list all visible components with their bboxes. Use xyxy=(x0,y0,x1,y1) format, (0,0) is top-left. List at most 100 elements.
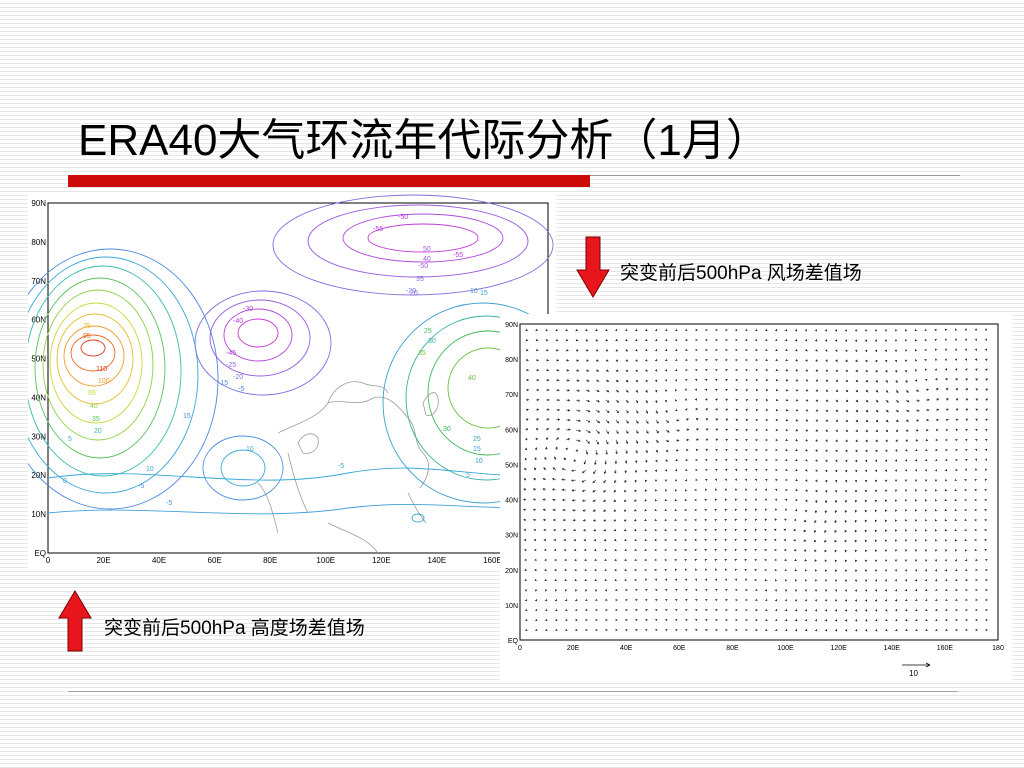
wind-vector xyxy=(765,438,768,442)
wind-vector xyxy=(864,579,868,582)
wind-vector xyxy=(835,459,838,463)
lon-tick-label: 100E xyxy=(316,556,335,565)
wind-vector xyxy=(804,618,808,622)
wind-vector xyxy=(575,449,579,452)
wind-vector xyxy=(674,408,678,411)
wind-vector xyxy=(894,369,898,373)
wind-vector xyxy=(544,608,548,611)
wind-vector xyxy=(615,389,619,393)
wind-vector xyxy=(884,569,888,572)
wind-vector xyxy=(665,429,670,433)
lon-tick-label: 80E xyxy=(726,645,739,652)
wind-vector xyxy=(735,589,738,592)
wind-vector xyxy=(605,439,609,445)
wind-vector xyxy=(936,428,939,432)
wind-vector xyxy=(625,419,629,424)
wind-vector xyxy=(564,568,567,572)
wind-vector xyxy=(532,518,537,522)
wind-vector xyxy=(525,328,528,332)
wind-vector xyxy=(605,338,609,342)
wind-vector xyxy=(695,438,699,442)
wind-vector xyxy=(814,599,817,602)
wind-vector xyxy=(553,528,557,532)
wind-vector xyxy=(545,428,550,431)
wind-vector xyxy=(934,498,938,502)
wind-vector xyxy=(735,348,738,352)
wind-vector xyxy=(624,469,627,474)
wind-vector xyxy=(985,598,988,602)
wind-vector xyxy=(935,438,939,442)
wind-vector xyxy=(565,438,571,441)
wind-vector xyxy=(803,549,807,552)
wind-vector xyxy=(654,389,658,393)
wind-vector xyxy=(775,378,779,382)
wind-vector xyxy=(815,379,819,382)
wind-vector xyxy=(694,528,697,532)
wind-vector xyxy=(914,469,917,472)
wind-vector xyxy=(593,538,597,542)
wind-vector xyxy=(834,609,838,612)
wind-vector xyxy=(774,608,778,612)
wind-vector xyxy=(594,548,597,552)
wind-vector xyxy=(725,378,728,382)
wind-vector xyxy=(585,429,591,433)
wind-vector xyxy=(744,488,748,491)
wind-vector xyxy=(865,629,868,632)
wind-vector xyxy=(854,539,857,543)
wind-vector xyxy=(805,579,808,582)
wind-vector xyxy=(965,578,968,582)
wind-vector xyxy=(844,539,847,543)
wind-vector xyxy=(854,509,858,513)
wind-vector xyxy=(914,598,918,602)
wind-vector xyxy=(865,459,868,463)
wind-vector xyxy=(924,549,928,552)
wind-vector xyxy=(985,378,988,381)
svg-text:-5: -5 xyxy=(338,463,344,470)
wind-vector xyxy=(795,428,799,432)
wind-vector xyxy=(572,528,577,532)
wind-vector xyxy=(725,338,728,342)
wind-vector xyxy=(934,578,938,582)
wind-vector xyxy=(655,449,659,453)
wind-vector xyxy=(633,518,637,522)
wind-vector xyxy=(874,349,878,353)
wind-vector xyxy=(615,608,618,612)
wind-vector xyxy=(635,588,638,592)
wind-vector xyxy=(795,478,798,481)
wind-vector xyxy=(744,508,748,512)
wind-vector xyxy=(645,429,649,434)
wind-vector xyxy=(655,609,658,612)
wind-vector xyxy=(944,549,948,552)
wind-vector xyxy=(745,398,749,402)
wind-vector xyxy=(552,518,556,522)
wind-vector xyxy=(555,348,559,352)
wind-vector xyxy=(814,549,817,552)
wind-vector xyxy=(582,519,587,522)
wind-vector xyxy=(974,468,978,471)
wind-vector xyxy=(705,469,708,472)
wind-vector xyxy=(565,418,571,422)
wind-vector xyxy=(565,618,568,621)
wind-vector xyxy=(795,579,798,582)
wind-vector xyxy=(914,348,918,352)
wind-vector xyxy=(725,398,728,402)
wind-vector xyxy=(854,519,858,523)
wind-vector xyxy=(524,558,527,562)
wind-vector xyxy=(955,328,958,331)
wind-vector xyxy=(895,399,899,403)
wind-vector xyxy=(795,358,799,362)
wind-vector xyxy=(625,399,629,404)
lon-tick-label: 160E xyxy=(483,556,502,565)
wind-vector xyxy=(885,409,889,413)
wind-vector xyxy=(774,548,777,552)
wind-vector xyxy=(764,518,768,521)
wind-vector xyxy=(725,408,729,411)
wind-vector xyxy=(864,339,868,343)
wind-vector xyxy=(824,509,828,514)
wind-vector xyxy=(704,549,707,552)
wind-vector xyxy=(925,428,929,432)
wind-vector xyxy=(854,569,858,573)
wind-vector xyxy=(915,358,918,362)
wind-vector xyxy=(571,469,577,472)
wind-vector xyxy=(954,348,958,351)
